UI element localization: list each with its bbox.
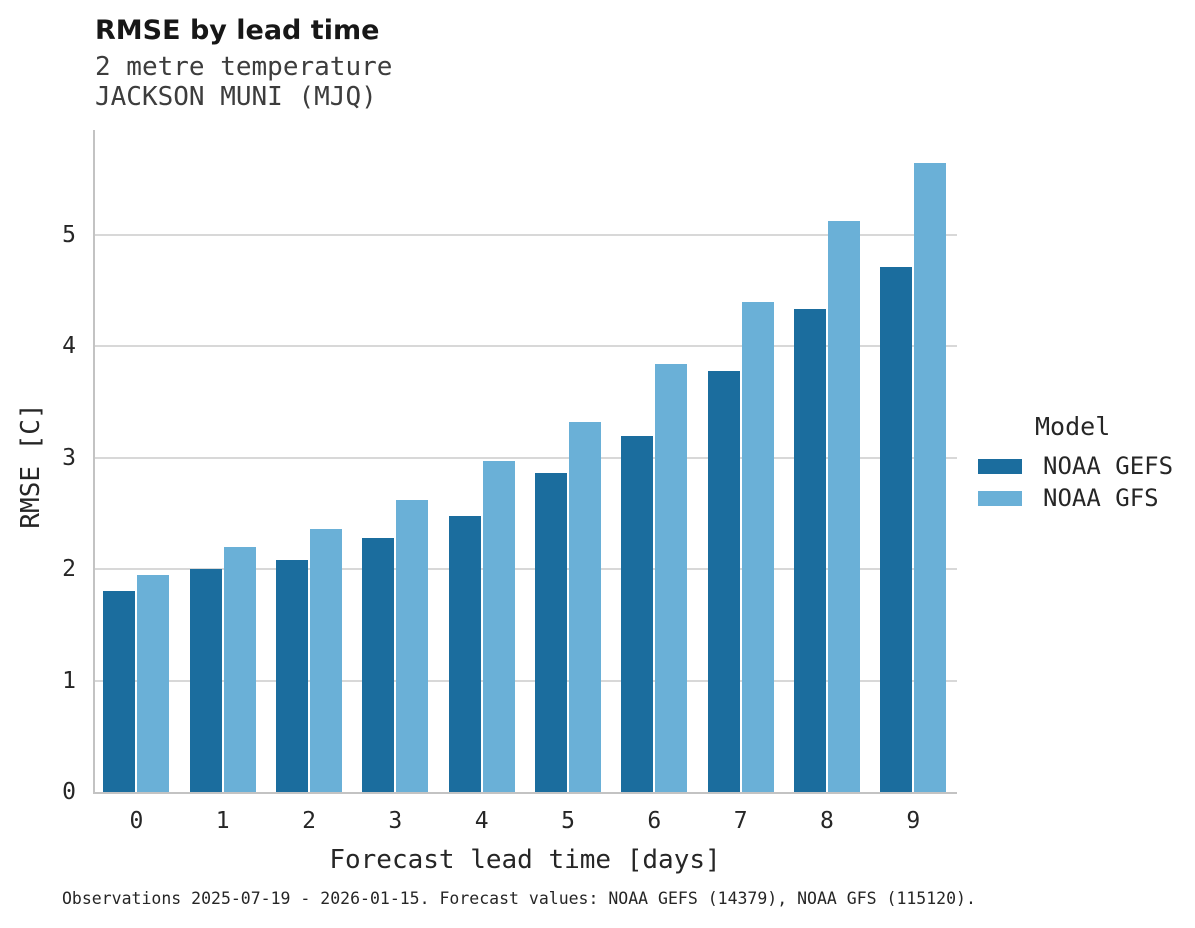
x-tick-label-1: 1: [215, 808, 230, 834]
bar-noaa-gfs-lead-1: [223, 546, 256, 792]
x-tick-label-5: 5: [561, 808, 575, 834]
bar-noaa-gefs-lead-8: [793, 309, 826, 792]
bar-noaa-gefs-lead-0: [103, 591, 136, 792]
bar-noaa-gefs-lead-3: [362, 537, 395, 792]
gridline-y-5: [95, 233, 957, 236]
legend-label-noaa-gfs: NOAA GFS: [1043, 484, 1159, 512]
bar-noaa-gfs-lead-0: [137, 574, 170, 792]
x-tick-label-0: 0: [129, 808, 144, 834]
y-tick-label-3: 3: [62, 444, 76, 471]
x-tick-label-3: 3: [388, 808, 403, 834]
bar-noaa-gefs-lead-6: [621, 436, 654, 792]
bar-noaa-gefs-lead-1: [189, 569, 222, 792]
legend-label-noaa-gefs: NOAA GEFS: [1043, 452, 1174, 480]
bar-noaa-gfs-lead-5: [569, 422, 601, 792]
chart-subtitle-variable: 2 metre temperature: [95, 52, 393, 82]
x-tick-label-6: 6: [647, 808, 662, 834]
x-axis-title: Forecast lead time [days]: [329, 845, 721, 875]
legend-entry-noaa-gefs: NOAA GEFS: [978, 450, 1173, 482]
chart-subtitle-station: JACKSON MUNI (MJQ): [95, 82, 377, 112]
x-tick-label-8: 8: [820, 808, 834, 834]
bar-noaa-gfs-lead-3: [396, 500, 429, 792]
y-tick-label-4: 4: [62, 333, 76, 360]
gridline-y-4: [95, 345, 957, 348]
chart-title: RMSE by lead time: [95, 15, 380, 46]
legend-entry-noaa-gfs: NOAA GFS: [978, 482, 1173, 514]
legend-swatch-noaa-gefs: [978, 458, 1022, 474]
bar-noaa-gefs-lead-9: [880, 267, 913, 792]
bar-noaa-gfs-lead-7: [741, 301, 774, 792]
x-tick-label-9: 9: [906, 808, 921, 834]
legend-title: Model: [1035, 412, 1111, 441]
bar-noaa-gfs-lead-6: [655, 364, 688, 792]
bar-noaa-gefs-lead-5: [535, 473, 567, 792]
bar-noaa-gfs-lead-9: [914, 163, 947, 792]
y-tick-label-2: 2: [62, 556, 76, 583]
y-tick-label-1: 1: [62, 667, 76, 694]
x-tick-label-7: 7: [733, 808, 748, 834]
footer-caption: Observations 2025-07-19 - 2026-01-15. Fo…: [62, 889, 976, 908]
bar-noaa-gefs-lead-7: [707, 370, 740, 792]
bar-noaa-gfs-lead-4: [482, 461, 515, 792]
gridline-y-1: [95, 679, 957, 682]
bar-noaa-gfs-lead-2: [310, 528, 343, 792]
bar-noaa-gefs-lead-2: [276, 560, 309, 792]
x-tick-label-4: 4: [474, 808, 489, 834]
legend-swatch-noaa-gfs: [978, 490, 1022, 506]
y-tick-label-0: 0: [62, 779, 76, 805]
plot-area: [93, 130, 957, 794]
x-tick-label-2: 2: [302, 808, 316, 834]
legend: NOAA GEFS NOAA GFS: [978, 450, 1173, 514]
y-tick-label-5: 5: [62, 221, 76, 248]
bar-noaa-gefs-lead-4: [448, 515, 481, 792]
gridline-y-3: [95, 456, 957, 459]
bar-noaa-gfs-lead-8: [827, 221, 860, 792]
gridline-y-2: [95, 568, 957, 571]
